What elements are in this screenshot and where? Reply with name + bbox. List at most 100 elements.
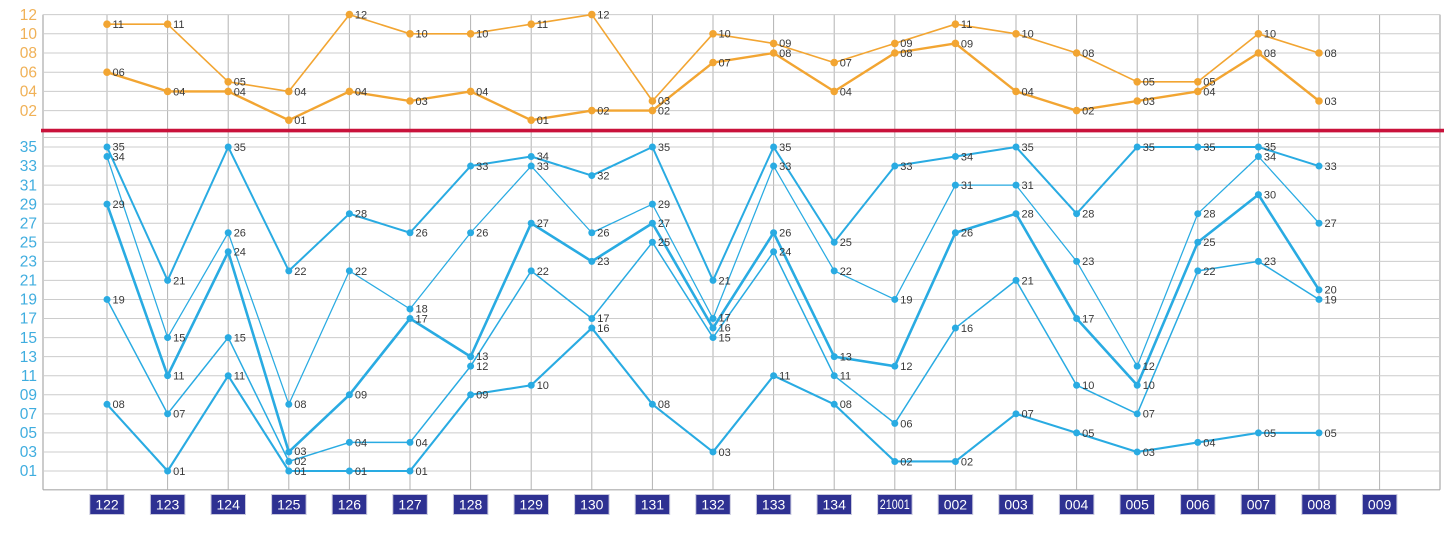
front-zone-data-point-marker — [103, 143, 111, 151]
front-zone-data-point-label: 25 — [658, 237, 670, 249]
front-zone-data-point-label: 33 — [900, 161, 912, 173]
x-axis-period-label: 006 — [1186, 497, 1210, 513]
front-zone-data-point-label: 10 — [1082, 380, 1094, 392]
front-zone-data-point-label: 31 — [961, 180, 973, 192]
front-zone-data-point-marker — [285, 448, 293, 456]
front-zone-data-point-marker — [1254, 257, 1262, 265]
back-zone-data-point-marker — [1254, 49, 1263, 57]
front-zone-data-point-label: 31 — [1022, 180, 1034, 192]
back-zone-data-point-label: 10 — [476, 29, 488, 41]
back-zone-data-point-label: 02 — [658, 106, 670, 118]
front-zone-data-point-marker — [224, 229, 232, 237]
x-axis-period-box — [331, 494, 368, 515]
back-zone-data-point-label: 04 — [234, 86, 246, 98]
front-zone-data-point-label: 22 — [294, 266, 306, 278]
front-zone-data-point-label: 30 — [1264, 190, 1276, 202]
x-axis-period-box — [634, 494, 671, 515]
front-zone-data-point-label: 23 — [1264, 256, 1276, 268]
front-zone-data-point-marker — [1194, 143, 1202, 151]
front-zone-data-point-label: 03 — [1143, 447, 1155, 459]
back-zone-data-point-marker — [527, 116, 535, 124]
x-axis-period-box — [513, 494, 549, 515]
y-axis-tick-label-front: 17 — [20, 311, 37, 328]
back-zone-data-point-label: 10 — [1264, 29, 1276, 41]
front-zone-data-point-marker — [951, 324, 959, 332]
front-zone-data-point-label: 04 — [355, 437, 367, 449]
front-zone-data-point-label: 26 — [597, 228, 609, 240]
front-zone-data-point-label: 29 — [113, 199, 125, 211]
back-zone-data-point-marker — [466, 87, 475, 96]
y-axis-tick-label-front: 05 — [20, 425, 37, 442]
y-axis-tick-label-front: 35 — [20, 139, 37, 156]
front-zone-data-point-marker — [588, 229, 596, 237]
front-zone-data-point-label: 01 — [173, 466, 185, 478]
y-axis-tick-label-front: 19 — [20, 292, 37, 309]
back-zone-data-point-label: 10 — [416, 29, 428, 41]
front-zone-data-point-marker — [1254, 191, 1262, 199]
front-zone-data-point-label: 05 — [1264, 428, 1276, 440]
back-zone-data-point-label: 09 — [900, 38, 912, 50]
back-zone-data-point-label: 06 — [113, 67, 125, 79]
back-zone-data-point-marker — [345, 10, 354, 19]
back-zone-data-point-marker — [830, 87, 838, 96]
front-zone-data-point-marker — [1073, 257, 1081, 265]
back-zone-data-point-label: 01 — [537, 115, 549, 127]
front-zone-data-point-marker — [164, 372, 172, 380]
x-axis-period-box — [1119, 494, 1155, 515]
front-zone-data-point-label: 10 — [537, 380, 549, 392]
front-zone-data-point-label: 25 — [840, 237, 852, 249]
y-axis-tick-label-back: 02 — [20, 103, 37, 120]
front-zone-data-point-label: 17 — [597, 313, 609, 325]
front-zone-data-point-marker — [285, 400, 293, 408]
front-zone-data-point-label: 35 — [1022, 142, 1034, 154]
front-zone-data-point-label: 35 — [658, 142, 670, 154]
front-zone-data-point-label: 07 — [1143, 409, 1155, 421]
front-zone-data-point-label: 20 — [1325, 284, 1337, 296]
front-zone-data-point-marker — [709, 276, 717, 284]
x-axis-period-box — [998, 494, 1034, 515]
front-zone-data-point-marker — [1194, 238, 1202, 246]
back-zone-data-point-label: 07 — [840, 58, 852, 70]
x-axis-period-box — [755, 494, 792, 515]
front-zone-data-point-marker — [103, 200, 111, 208]
front-zone-data-point-label: 33 — [779, 161, 791, 173]
x-axis-period-label: 002 — [944, 497, 968, 513]
front-zone-data-point-label: 08 — [840, 399, 852, 411]
front-zone-data-point-marker — [1254, 153, 1262, 161]
front-zone-data-point-marker — [285, 457, 293, 465]
front-zone-data-point-label: 15 — [234, 332, 246, 344]
front-zone-data-point-label: 05 — [1325, 428, 1337, 440]
front-zone-data-point-label: 23 — [597, 256, 609, 268]
front-zone-data-point-marker — [345, 438, 353, 446]
front-zone-data-point-label: 04 — [416, 437, 428, 449]
back-zone-data-point-label: 08 — [779, 48, 791, 60]
back-zone-data-point-label: 08 — [1264, 48, 1276, 60]
y-axis-tick-label-front: 31 — [20, 177, 37, 194]
x-axis-period-label: 125 — [277, 497, 301, 513]
front-zone-data-point-marker — [467, 229, 475, 237]
front-zone-data-point-label: 21 — [173, 275, 185, 287]
back-zone-data-point-label: 08 — [1082, 48, 1094, 60]
back-zone-data-point-label: 04 — [1022, 86, 1034, 98]
front-zone-data-point-label: 05 — [1082, 428, 1094, 440]
front-zone-data-point-label: 26 — [476, 228, 488, 240]
front-zone-data-point-label: 26 — [779, 228, 791, 240]
front-zone-data-point-label: 17 — [719, 312, 731, 324]
front-zone-data-point-marker — [709, 448, 717, 456]
x-axis-period-box — [1240, 494, 1277, 515]
front-zone-data-point-marker — [406, 315, 414, 323]
back-zone-data-point-label: 04 — [355, 86, 367, 98]
front-zone-data-point-marker — [1194, 438, 1202, 446]
front-zone-data-point-marker — [1315, 219, 1323, 227]
front-zone-data-point-label: 07 — [173, 409, 185, 421]
back-zone-data-point-label: 10 — [719, 29, 731, 41]
front-zone-data-point-label: 35 — [1143, 142, 1155, 154]
front-zone-data-point-marker — [951, 229, 959, 237]
front-zone-data-point-label: 16 — [961, 323, 973, 335]
front-zone-data-point-marker — [648, 400, 656, 408]
x-axis-period-label: 127 — [398, 497, 422, 513]
back-zone-data-point-marker — [1315, 97, 1323, 105]
x-axis-period-box — [452, 494, 489, 515]
front-zone-data-point-marker — [588, 172, 596, 180]
front-zone-data-point-label: 29 — [658, 199, 670, 211]
